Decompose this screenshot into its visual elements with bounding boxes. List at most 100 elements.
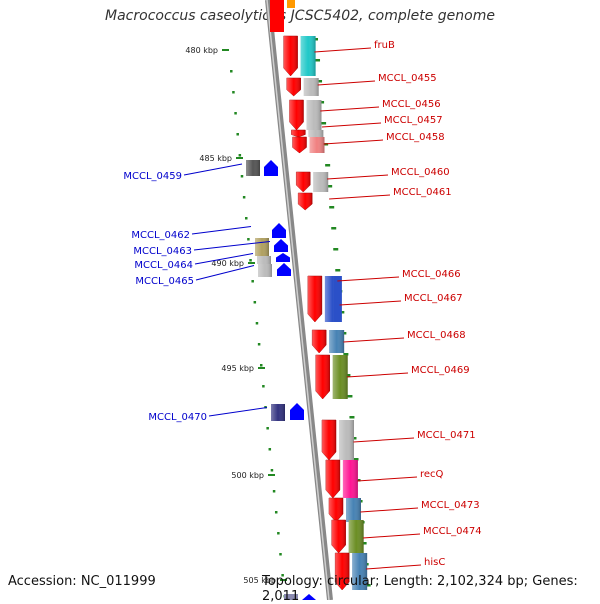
gene-label[interactable]: MCCL_0466 (402, 269, 461, 280)
minor-tick (331, 227, 337, 230)
forward-gene[interactable] (334, 552, 368, 591)
gene-label[interactable]: MCCL_0460 (391, 167, 450, 178)
minor-tick (343, 353, 349, 356)
forward-gene[interactable] (328, 497, 361, 523)
partial-gene-bar (287, 0, 295, 8)
reverse-gene[interactable] (246, 160, 278, 176)
forward-gene[interactable] (333, 276, 342, 322)
ortholog-bar-shade (306, 100, 322, 130)
backbone-line (265, 0, 333, 600)
minor-tick (345, 374, 351, 377)
gene-label[interactable]: MCCL_0473 (421, 500, 480, 511)
genome-backbone (265, 0, 333, 600)
minor-tick (230, 70, 233, 73)
gene-label[interactable]: MCCL_0465 (135, 276, 194, 287)
ortholog-bar-shade (352, 553, 368, 590)
minor-tick (234, 112, 237, 115)
reverse-gene-arrow[interactable] (277, 263, 291, 276)
forward-gene-shade (283, 36, 298, 76)
gene-label[interactable]: MCCL_0456 (382, 99, 441, 110)
forward-gene[interactable] (289, 99, 322, 131)
minor-tick (274, 511, 278, 514)
ortholog-bar-shade (332, 355, 348, 399)
gene-label-leader (317, 80, 376, 86)
forward-gene[interactable] (283, 35, 316, 77)
gene-label-leader (353, 437, 415, 443)
forward-gene[interactable] (291, 129, 324, 138)
forward-gene[interactable] (297, 192, 313, 211)
gene-label-leader (208, 407, 268, 417)
reverse-gene-arrow[interactable] (264, 160, 278, 176)
forward-gene[interactable] (292, 136, 325, 154)
gene-label[interactable]: MCCL_0471 (417, 430, 476, 441)
gene-label[interactable]: MCCL_0474 (423, 526, 482, 537)
minor-tick (281, 574, 284, 577)
gene-label[interactable]: MCCL_0463 (133, 246, 192, 257)
partial-gene-bar (284, 594, 298, 600)
gene-label[interactable]: MCCL_0470 (148, 412, 207, 423)
forward-gene[interactable] (286, 77, 319, 97)
gene-label-leader (183, 163, 243, 176)
gene-label[interactable]: fruB (374, 40, 395, 51)
gene-label-leader (191, 226, 252, 235)
scale-tick-label: 505 kbp (243, 576, 276, 585)
forward-gene[interactable] (295, 171, 329, 193)
reverse-gene[interactable] (258, 263, 291, 277)
ortholog-bar-shade (308, 130, 324, 137)
minor-tick (327, 185, 333, 188)
reverse-gene[interactable] (271, 403, 304, 421)
minor-tick (361, 542, 367, 545)
forward-gene[interactable] (325, 459, 358, 499)
minor-tick (333, 248, 339, 251)
reverse-gene-arrow[interactable] (272, 223, 286, 238)
gene-label[interactable]: MCCL_0468 (407, 330, 466, 341)
minor-tick (255, 322, 259, 325)
forward-gene-shade (298, 193, 313, 210)
gene-label-leader (362, 533, 421, 539)
gene-label[interactable]: MCCL_0459 (123, 171, 182, 182)
gene-label-leader (360, 507, 419, 513)
minor-tick (238, 154, 242, 157)
forward-gene-shade (307, 276, 322, 322)
gene-label[interactable]: MCCL_0458 (386, 132, 445, 143)
scale-tick-label: 480 kbp (185, 46, 218, 55)
forward-gene[interactable] (331, 519, 364, 554)
minor-tick (253, 301, 257, 304)
forward-gene-shade (292, 137, 307, 153)
partial-forward-arrow (270, 0, 284, 32)
minor-tick (355, 479, 361, 482)
forward-gene[interactable] (315, 354, 348, 400)
reverse-gene[interactable] (257, 253, 290, 264)
reverse-gene-arrow[interactable] (274, 239, 288, 252)
gene-label[interactable]: MCCL_0461 (393, 187, 452, 198)
scale-tick-label: 495 kbp (221, 364, 254, 373)
gene-label[interactable]: MCCL_0455 (378, 73, 437, 84)
minor-tick (315, 59, 321, 62)
forward-gene-shade (329, 498, 343, 522)
minor-tick (270, 469, 274, 472)
ortholog-bar-shade (257, 256, 271, 264)
gene-label[interactable]: MCCL_0457 (384, 115, 443, 126)
reverse-gene-arrow[interactable] (290, 403, 304, 420)
scale-tick-label: 485 kbp (199, 154, 232, 163)
scale-tick-label: 490 kbp (211, 259, 244, 268)
gene-label[interactable]: MCCL_0464 (134, 260, 193, 271)
minor-tick (242, 196, 246, 199)
gene-label[interactable]: MCCL_0462 (131, 230, 190, 241)
minor-tick (262, 385, 265, 388)
gene-label[interactable]: MCCL_0469 (411, 365, 470, 376)
forward-gene[interactable] (321, 419, 354, 461)
minor-tick (349, 416, 355, 419)
forward-gene[interactable] (311, 329, 345, 354)
forward-gene-shade (286, 78, 301, 96)
ortholog-bar-shade (303, 78, 319, 96)
forward-gene-shade (289, 100, 304, 130)
reverse-gene-arrow[interactable] (276, 253, 290, 262)
forward-gene-shade (291, 130, 306, 137)
gene-label[interactable]: MCCL_0467 (404, 293, 463, 304)
reverse-gene[interactable] (274, 239, 288, 252)
ortholog-bar-shade (313, 172, 329, 192)
gene-label[interactable]: recQ (420, 469, 444, 480)
gene-label[interactable]: hisC (424, 557, 445, 568)
